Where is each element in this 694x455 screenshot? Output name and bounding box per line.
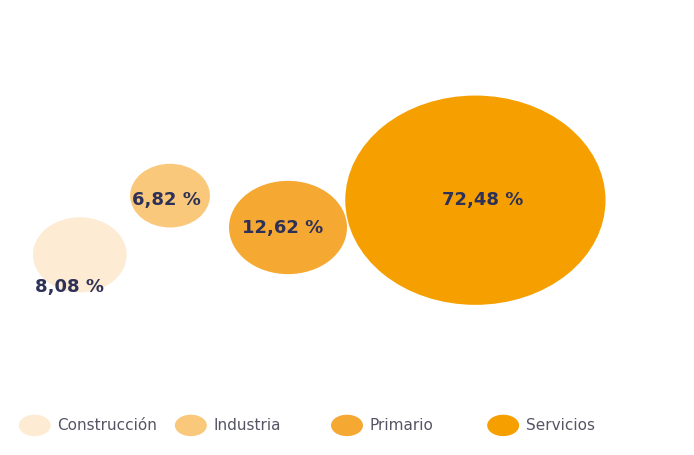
Text: Industria: Industria — [214, 418, 281, 433]
Text: 12,62 %: 12,62 % — [242, 218, 323, 237]
Text: Primario: Primario — [370, 418, 434, 433]
Circle shape — [488, 415, 518, 435]
Text: Servicios: Servicios — [526, 418, 595, 433]
Circle shape — [19, 415, 50, 435]
Ellipse shape — [229, 181, 347, 274]
Ellipse shape — [130, 164, 210, 228]
Text: Construcción: Construcción — [58, 418, 158, 433]
Ellipse shape — [33, 217, 127, 293]
Text: 8,08 %: 8,08 % — [35, 278, 104, 296]
Circle shape — [332, 415, 362, 435]
Circle shape — [176, 415, 206, 435]
Text: 72,48 %: 72,48 % — [441, 191, 523, 209]
Ellipse shape — [346, 96, 605, 305]
Text: 6,82 %: 6,82 % — [132, 191, 201, 209]
